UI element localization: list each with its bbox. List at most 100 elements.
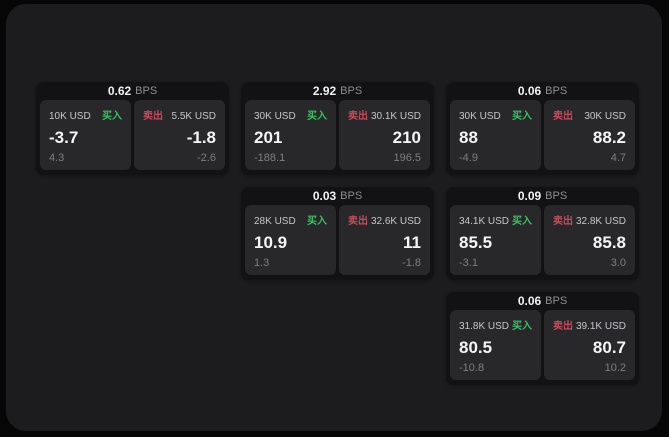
buy-price-value: 88 (459, 128, 478, 147)
buy-side-label: 买入 (102, 111, 122, 122)
buy-panel[interactable]: 10K USD 买入 -3.7 4.3 (40, 100, 131, 170)
sell-panel-top-row: 卖出 5.5K USD (143, 107, 216, 122)
sell-panel-top-row: 卖出 30K USD (553, 107, 626, 122)
bps-cards-grid: 0.62 BPS 10K USD 买入 -3.7 4.3 卖出 5.5K USD (36, 82, 639, 385)
buy-panel[interactable]: 31.8K USD 买入 80.5 -10.8 (450, 310, 541, 380)
quote-panels: 30K USD 买入 201 -188.1 卖出 30.1K USD 210 1… (245, 100, 430, 170)
sell-price-value: 11 (403, 233, 421, 252)
buy-change-value: 1.3 (254, 257, 270, 269)
sell-notional-label: 30.1K USD (370, 111, 421, 122)
bps-unit-label: BPS (545, 190, 568, 202)
sell-side-label: 卖出 (143, 111, 163, 122)
sell-notional-label: 32.8K USD (575, 216, 626, 227)
buy-notional-label: 31.8K USD (459, 321, 510, 332)
sell-change-value: 4.7 (610, 152, 626, 164)
bps-unit-label: BPS (545, 85, 568, 97)
sell-change-value: 10.2 (604, 362, 626, 374)
buy-panel[interactable]: 30K USD 买入 88 -4.9 (450, 100, 541, 170)
sell-panel-top-row: 卖出 32.6K USD (348, 212, 421, 227)
bps-value: 0.06 (517, 84, 542, 98)
buy-notional-label: 30K USD (254, 111, 296, 122)
sell-side-label: 卖出 (348, 216, 368, 227)
buy-panel[interactable]: 34.1K USD 买入 85.5 -3.1 (450, 205, 541, 275)
buy-panel-top-row: 30K USD 买入 (254, 107, 327, 122)
buy-price-value: 201 (254, 128, 283, 147)
buy-side-label: 买入 (512, 321, 532, 332)
buy-notional-label: 30K USD (459, 111, 501, 122)
buy-change-value: -3.1 (459, 257, 478, 269)
sell-price-value: -1.8 (186, 128, 216, 147)
sell-notional-label: 39.1K USD (575, 321, 626, 332)
sell-panel[interactable]: 卖出 30.1K USD 210 196.5 (339, 100, 430, 170)
sell-panel-top-row: 卖出 30.1K USD (348, 107, 421, 122)
bps-card-1: 0.62 BPS 10K USD 买入 -3.7 4.3 卖出 5.5K USD (36, 82, 229, 175)
buy-side-label: 买入 (512, 111, 532, 122)
bps-value: 0.62 (107, 84, 132, 98)
buy-price-value: 85.5 (459, 233, 493, 252)
bps-value: 0.03 (312, 189, 337, 203)
quote-panels: 31.8K USD 买入 80.5 -10.8 卖出 39.1K USD 80.… (450, 310, 635, 380)
buy-notional-label: 28K USD (254, 216, 296, 227)
sell-panel-top-row: 卖出 32.8K USD (553, 212, 626, 227)
buy-price-value: 80.5 (459, 338, 493, 357)
sell-panel[interactable]: 卖出 32.8K USD 85.8 3.0 (544, 205, 635, 275)
bps-unit-label: BPS (340, 190, 363, 202)
sell-price-value: 210 (392, 128, 421, 147)
sell-panel[interactable]: 卖出 5.5K USD -1.8 -2.6 (134, 100, 225, 170)
buy-side-label: 买入 (307, 216, 327, 227)
buy-panel-top-row: 30K USD 买入 (459, 107, 532, 122)
sell-panel[interactable]: 卖出 32.6K USD 11 -1.8 (339, 205, 430, 275)
buy-change-value: 4.3 (49, 152, 65, 164)
buy-change-value: -10.8 (459, 362, 485, 374)
buy-panel-top-row: 34.1K USD 买入 (459, 212, 532, 227)
quote-panels: 28K USD 买入 10.9 1.3 卖出 32.6K USD 11 -1.8 (245, 205, 430, 275)
quote-panels: 34.1K USD 买入 85.5 -3.1 卖出 32.8K USD 85.8… (450, 205, 635, 275)
buy-panel[interactable]: 28K USD 买入 10.9 1.3 (245, 205, 336, 275)
bps-header: 0.03 BPS (245, 187, 430, 205)
sell-notional-label: 30K USD (584, 111, 626, 122)
bps-value: 0.09 (517, 189, 542, 203)
buy-panel-top-row: 28K USD 买入 (254, 212, 327, 227)
sell-change-value: 196.5 (393, 152, 421, 164)
buy-side-label: 买入 (512, 216, 532, 227)
bps-card-6: 0.06 BPS 31.8K USD 买入 80.5 -10.8 卖出 39.1… (446, 292, 639, 385)
bps-header: 0.06 BPS (450, 292, 635, 310)
bps-card-3: 0.06 BPS 30K USD 买入 88 -4.9 卖出 30K USD (446, 82, 639, 175)
quote-panels: 30K USD 买入 88 -4.9 卖出 30K USD 88.2 4.7 (450, 100, 635, 170)
sell-change-value: -1.8 (402, 257, 421, 269)
buy-side-label: 买入 (307, 111, 327, 122)
buy-price-value: 10.9 (254, 233, 288, 252)
trading-dashboard: 0.62 BPS 10K USD 买入 -3.7 4.3 卖出 5.5K USD (6, 4, 662, 431)
buy-change-value: -188.1 (254, 152, 286, 164)
buy-panel[interactable]: 30K USD 买入 201 -188.1 (245, 100, 336, 170)
sell-price-value: 88.2 (592, 128, 626, 147)
bps-header: 0.09 BPS (450, 187, 635, 205)
bps-unit-label: BPS (135, 85, 158, 97)
buy-notional-label: 10K USD (49, 111, 91, 122)
sell-side-label: 卖出 (348, 111, 368, 122)
sell-panel-top-row: 卖出 39.1K USD (553, 317, 626, 332)
bps-card-2: 2.92 BPS 30K USD 买入 201 -188.1 卖出 30.1K … (241, 82, 434, 175)
sell-panel[interactable]: 卖出 30K USD 88.2 4.7 (544, 100, 635, 170)
bps-card-5: 0.09 BPS 34.1K USD 买入 85.5 -3.1 卖出 32.8K… (446, 187, 639, 280)
bps-value: 2.92 (312, 84, 337, 98)
bps-header: 0.06 BPS (450, 82, 635, 100)
buy-notional-label: 34.1K USD (459, 216, 510, 227)
sell-notional-label: 32.6K USD (370, 216, 421, 227)
sell-change-value: 3.0 (610, 257, 626, 269)
sell-notional-label: 5.5K USD (171, 111, 216, 122)
buy-panel-top-row: 10K USD 买入 (49, 107, 122, 122)
quote-panels: 10K USD 买入 -3.7 4.3 卖出 5.5K USD -1.8 -2.… (40, 100, 225, 170)
buy-panel-top-row: 31.8K USD 买入 (459, 317, 532, 332)
sell-side-label: 卖出 (553, 216, 573, 227)
sell-change-value: -2.6 (197, 152, 216, 164)
sell-price-value: 85.8 (592, 233, 626, 252)
sell-price-value: 80.7 (592, 338, 626, 357)
buy-price-value: -3.7 (49, 128, 79, 147)
sell-side-label: 卖出 (553, 321, 573, 332)
bps-unit-label: BPS (340, 85, 363, 97)
bps-unit-label: BPS (545, 295, 568, 307)
sell-panel[interactable]: 卖出 39.1K USD 80.7 10.2 (544, 310, 635, 380)
sell-side-label: 卖出 (553, 111, 573, 122)
bps-header: 2.92 BPS (245, 82, 430, 100)
